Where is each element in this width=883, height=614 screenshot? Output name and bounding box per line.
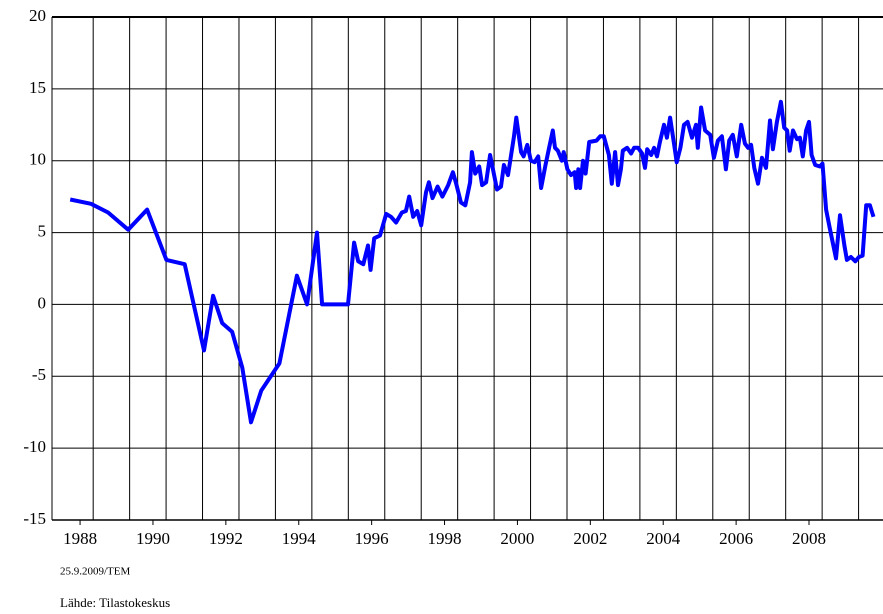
x-tick-label: 2002 bbox=[573, 529, 607, 548]
y-tick-label: 0 bbox=[38, 293, 47, 312]
x-tick-label: 2004 bbox=[646, 529, 681, 548]
x-tick-label: 1990 bbox=[136, 529, 170, 548]
y-tick-label: 10 bbox=[29, 150, 46, 169]
x-tick-label: 2000 bbox=[500, 529, 534, 548]
y-tick-label: -10 bbox=[23, 437, 46, 456]
y-tick-label: 5 bbox=[38, 221, 47, 240]
x-tick-label: 1996 bbox=[355, 529, 389, 548]
y-tick-label: -5 bbox=[32, 365, 46, 384]
source-note: Lähde: Tilastokeskus bbox=[60, 595, 170, 610]
x-tick-label: 1998 bbox=[428, 529, 462, 548]
x-tick-label: 2008 bbox=[792, 529, 826, 548]
y-tick-label: 15 bbox=[29, 78, 46, 97]
x-tick-label: 1992 bbox=[209, 529, 243, 548]
x-tick-label: 2006 bbox=[719, 529, 753, 548]
x-tick-label: 1988 bbox=[63, 529, 97, 548]
x-tick-label: 1994 bbox=[282, 529, 317, 548]
y-tick-label: 20 bbox=[29, 6, 46, 25]
y-tick-label: -15 bbox=[23, 509, 46, 528]
date-note: 25.9.2009/TEM bbox=[60, 566, 130, 578]
data-line bbox=[69, 99, 876, 425]
